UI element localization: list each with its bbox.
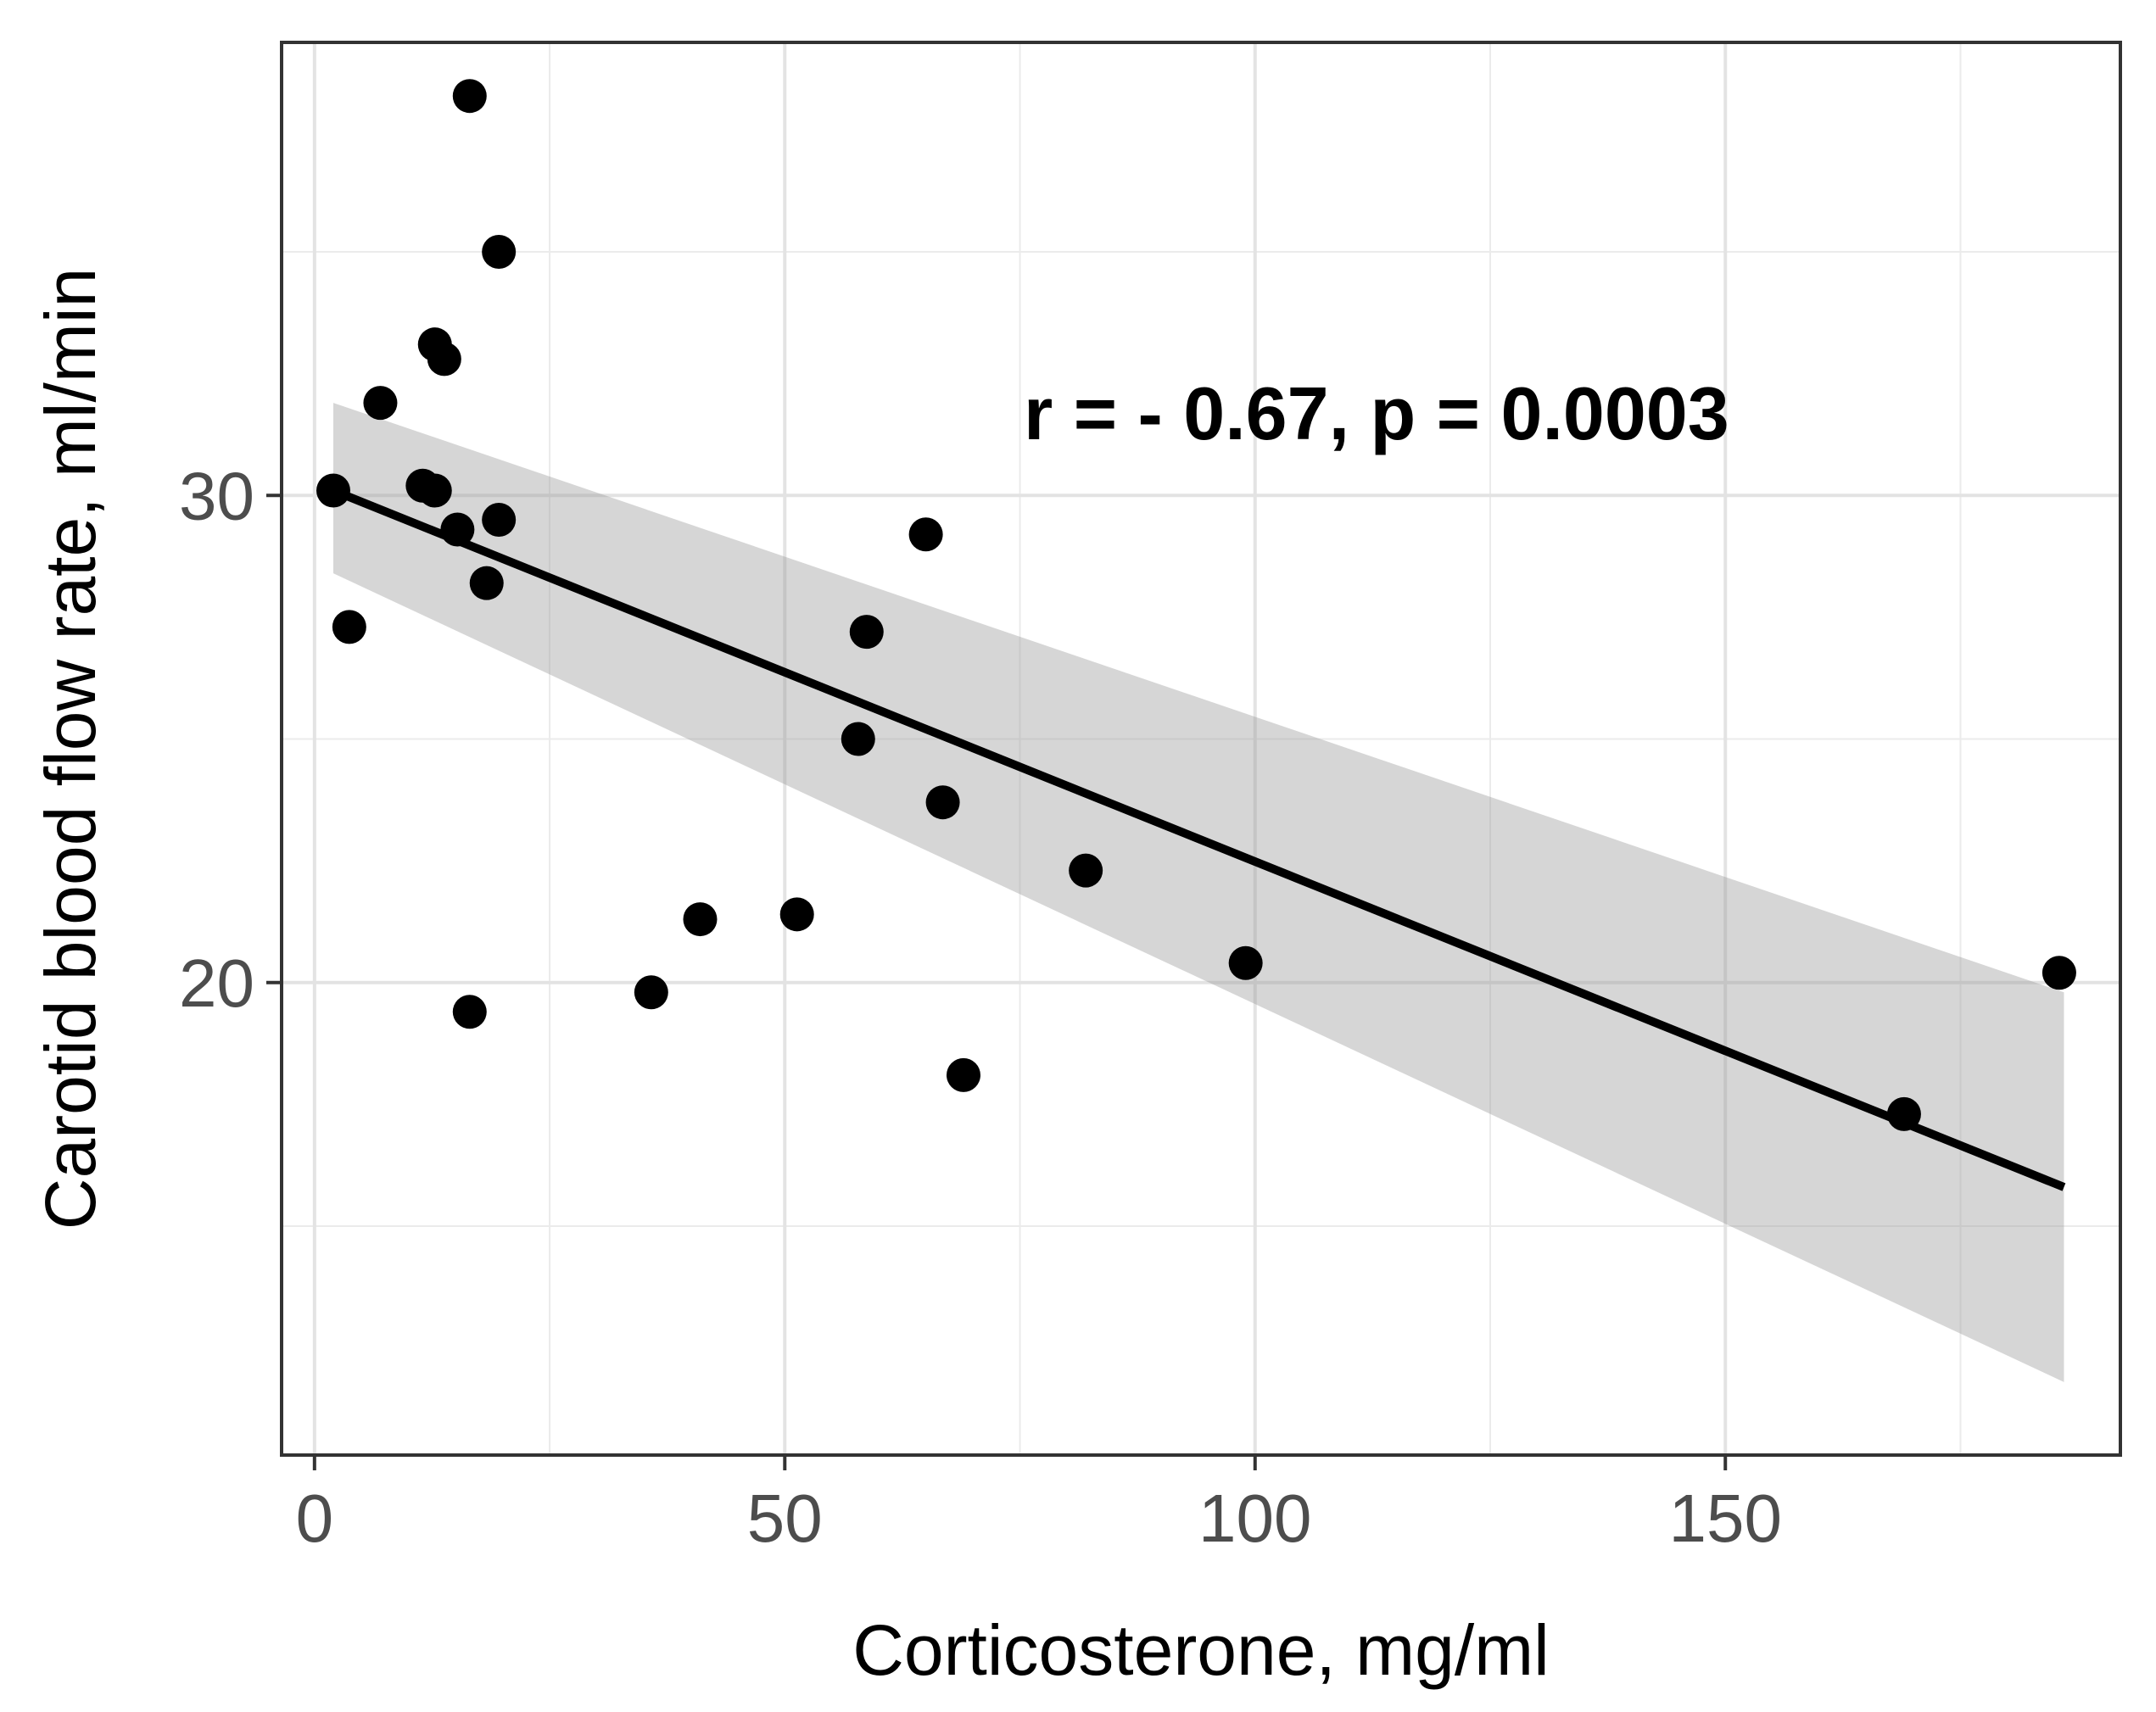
data-point bbox=[925, 785, 960, 820]
x-tick-label: 0 bbox=[296, 1481, 334, 1556]
data-point bbox=[427, 342, 461, 376]
x-tick-label: 100 bbox=[1198, 1481, 1311, 1556]
data-point bbox=[1886, 1096, 1921, 1131]
data-point bbox=[634, 975, 668, 1010]
x-tick-label: 50 bbox=[747, 1481, 823, 1556]
data-point bbox=[440, 512, 475, 547]
x-axis-title: Corticosterone, mg/ml bbox=[852, 1610, 1550, 1690]
data-point bbox=[452, 995, 487, 1029]
grid bbox=[282, 42, 2120, 1455]
data-point bbox=[417, 473, 452, 508]
data-point bbox=[908, 517, 943, 552]
data-point bbox=[1069, 853, 1103, 888]
y-axis-title: Carotid blood flow rate, ml/min bbox=[31, 268, 110, 1230]
data-point bbox=[332, 610, 366, 644]
data-points bbox=[316, 79, 2076, 1131]
data-point bbox=[2041, 956, 2076, 990]
data-point bbox=[316, 473, 350, 508]
data-point bbox=[841, 722, 875, 756]
data-point bbox=[779, 897, 814, 932]
regression-line bbox=[332, 486, 2066, 1191]
x-tick-label: 150 bbox=[1668, 1481, 1781, 1556]
data-point bbox=[469, 566, 504, 600]
correlation-annotation: r = - 0.67, p = 0.0003 bbox=[1024, 371, 1729, 455]
data-point bbox=[849, 615, 884, 650]
data-point bbox=[363, 386, 398, 421]
data-point bbox=[1228, 945, 1263, 980]
axes: 0 50 100 150 20 30 bbox=[179, 458, 1782, 1556]
confidence-band-layer bbox=[332, 403, 2064, 1382]
confidence-band bbox=[332, 403, 2064, 1382]
panel-border bbox=[280, 41, 2122, 1457]
y-tick-label: 30 bbox=[179, 458, 254, 533]
data-point bbox=[946, 1057, 980, 1092]
data-point bbox=[482, 235, 517, 270]
data-point bbox=[683, 902, 718, 937]
y-tick-label: 20 bbox=[179, 945, 254, 1021]
data-point bbox=[452, 79, 487, 114]
regression-line-layer bbox=[332, 486, 2066, 1191]
data-point bbox=[482, 502, 517, 537]
